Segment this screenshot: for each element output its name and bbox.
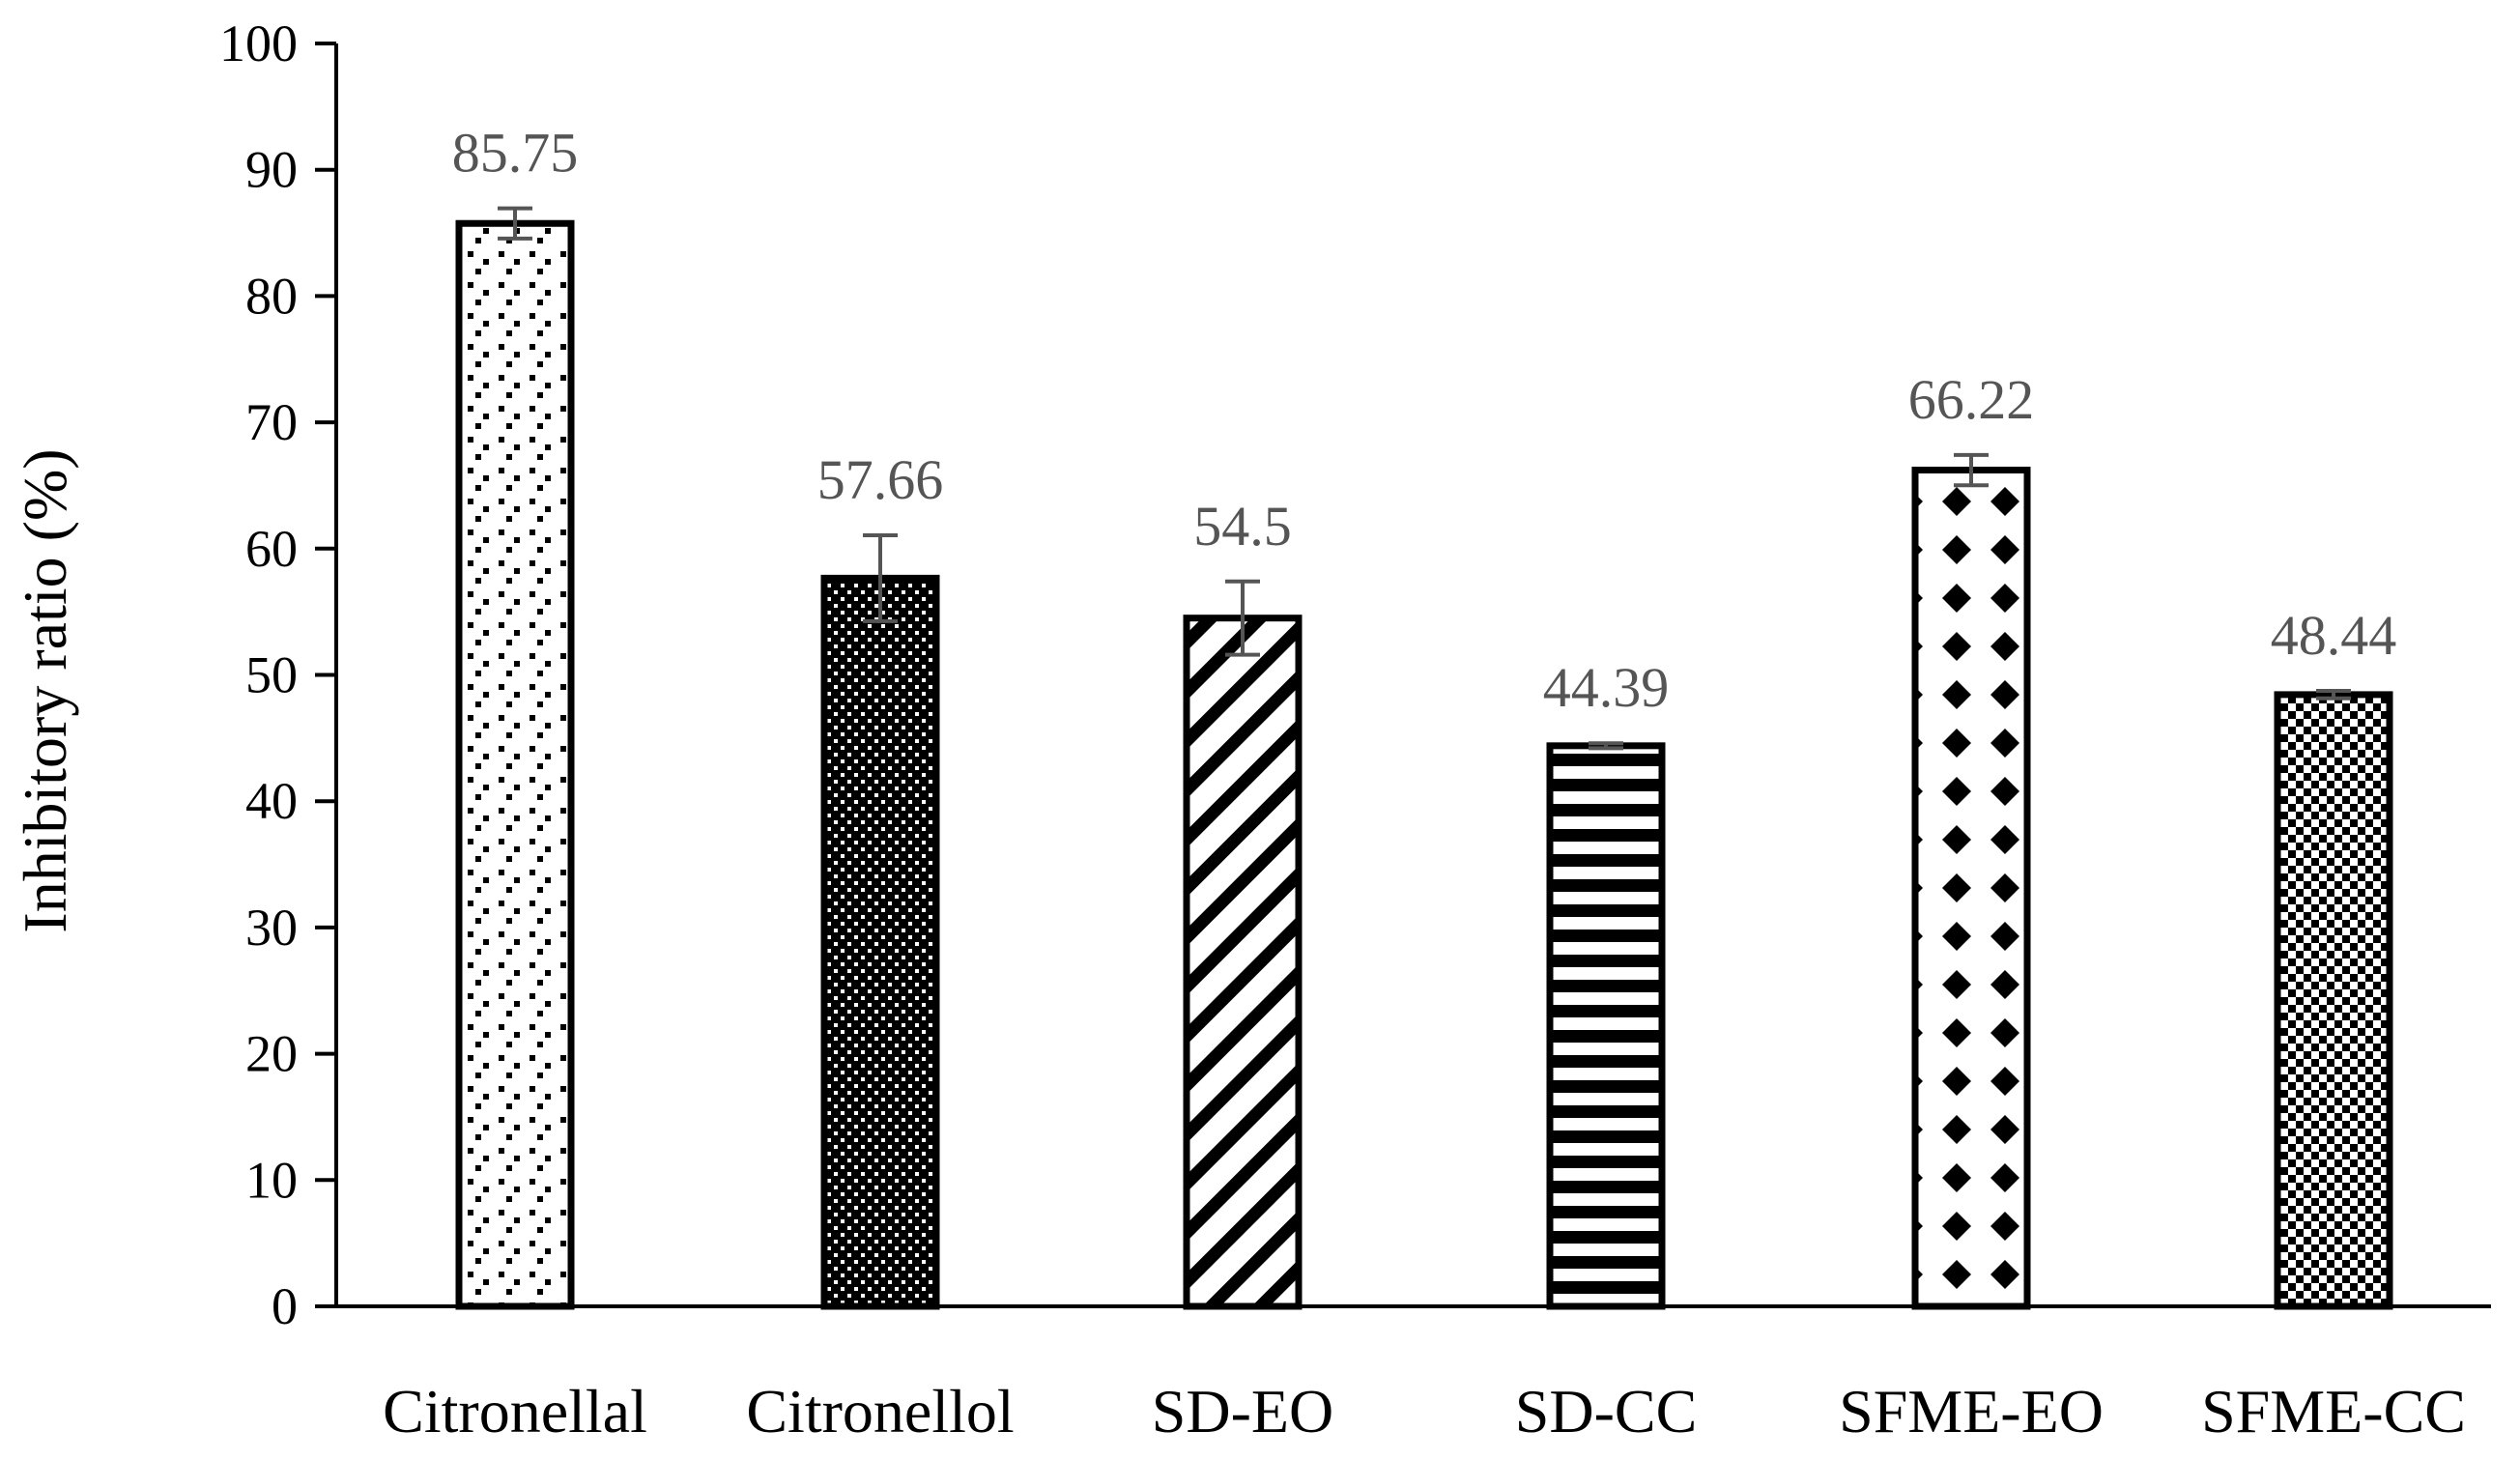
x-category-label: SD-EO <box>1152 1377 1333 1445</box>
y-tick-label: 0 <box>272 1277 298 1335</box>
data-label: 66.22 <box>1908 368 2035 431</box>
bar <box>455 219 575 1310</box>
x-category-label: SFME-EO <box>1839 1377 2104 1445</box>
y-tick-label: 30 <box>245 899 298 957</box>
x-category-label: Citronellal <box>383 1377 647 1445</box>
data-label: 48.44 <box>2271 604 2397 667</box>
y-tick-label: 40 <box>245 772 298 830</box>
y-tick-label: 80 <box>245 267 298 325</box>
x-category-label: Citronellol <box>746 1377 1014 1445</box>
data-label: 54.5 <box>1193 495 1292 558</box>
y-tick-label: 100 <box>219 14 298 72</box>
bar <box>1183 615 1303 1310</box>
data-label: 44.39 <box>1543 656 1670 719</box>
x-category-label: SD-CC <box>1515 1377 1698 1445</box>
y-axis-title: Inhibitory ratio (%) <box>11 448 79 932</box>
x-category-label: SFME-CC <box>2201 1377 2466 1445</box>
y-tick-label: 50 <box>245 646 298 704</box>
data-label: 57.66 <box>817 448 944 511</box>
y-tick-label: 20 <box>245 1025 298 1083</box>
plot-area: 0 10 20 30 40 50 60 70 80 90 100 85.75 Citronellal 57… <box>219 14 2491 1445</box>
y-tick-label: 60 <box>245 520 298 578</box>
bar <box>2274 691 2393 1310</box>
y-tick-label: 90 <box>245 141 298 199</box>
bar <box>1546 742 1666 1310</box>
y-tick-label: 10 <box>245 1151 298 1209</box>
bar <box>1911 467 2031 1310</box>
y-tick-label: 70 <box>245 393 298 451</box>
data-label: 85.75 <box>452 122 579 185</box>
bar <box>820 574 940 1310</box>
